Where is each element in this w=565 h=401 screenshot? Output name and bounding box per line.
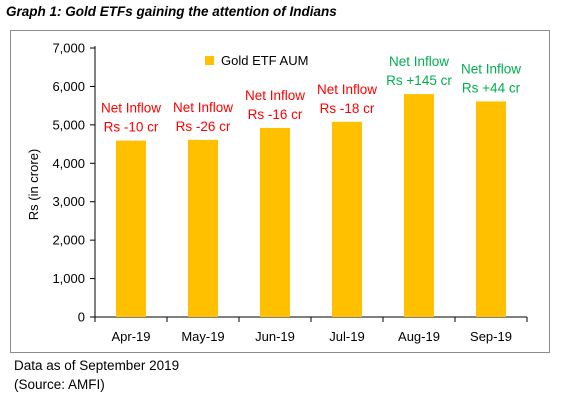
annotation-line2: Rs -10 cr — [104, 120, 159, 135]
annotation-line2: Rs -26 cr — [176, 119, 231, 134]
footer-source: (Source: AMFI) — [14, 377, 105, 392]
bar — [332, 121, 362, 317]
annotation-line1: Net Inflow — [461, 61, 521, 76]
y-tick-label: 7,000 — [52, 41, 85, 56]
bar — [116, 140, 146, 317]
y-axis-title: Rs (in crore) — [26, 149, 41, 221]
x-tick-label: Aug-19 — [398, 329, 440, 344]
chart-title: Graph 1: Gold ETFs gaining the attention… — [6, 4, 337, 19]
y-tick-label: 0 — [78, 310, 85, 325]
legend-swatch — [205, 56, 214, 65]
annotation-line1: Net Inflow — [101, 101, 161, 116]
y-tick-label: 4,000 — [52, 156, 85, 171]
x-tick-label: May-19 — [181, 329, 224, 344]
annotation-line1: Net Inflow — [317, 82, 377, 97]
annotation-line1: Net Inflow — [173, 100, 233, 115]
bar — [188, 139, 218, 317]
bar — [404, 94, 434, 317]
x-tick-label: Jun-19 — [255, 329, 295, 344]
legend-label: Gold ETF AUM — [221, 53, 308, 68]
x-tick-label: Sep-19 — [470, 329, 512, 344]
annotation-line2: Rs -18 cr — [320, 101, 375, 116]
y-tick-label: 1,000 — [52, 271, 85, 286]
annotation-line2: Rs +44 cr — [462, 80, 521, 95]
y-tick-label: 2,000 — [52, 233, 85, 248]
bar — [260, 127, 290, 317]
chart-frame — [10, 30, 550, 353]
y-tick-label: 6,000 — [52, 79, 85, 94]
bar — [476, 101, 506, 317]
y-tick-label: 5,000 — [52, 117, 85, 132]
annotation-line1: Net Inflow — [245, 88, 305, 103]
annotation-line2: Rs -16 cr — [248, 107, 303, 122]
x-tick-label: Jul-19 — [329, 329, 364, 344]
footer-date: Data as of September 2019 — [14, 358, 180, 373]
y-tick-label: 3,000 — [52, 194, 85, 209]
annotation-line2: Rs +145 cr — [386, 73, 452, 88]
annotation-line1: Net Inflow — [389, 54, 449, 69]
x-tick-label: Apr-19 — [111, 329, 150, 344]
